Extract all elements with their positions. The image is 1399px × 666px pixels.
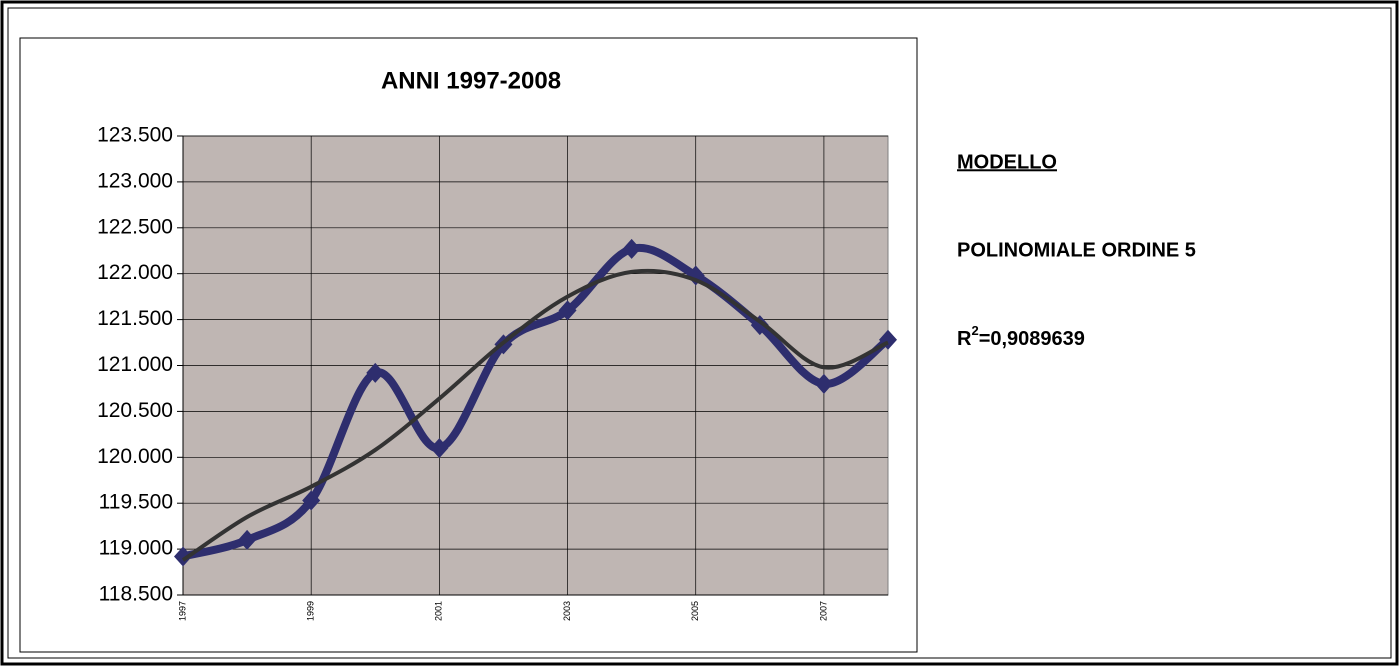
y-tick-label: 123.500: [97, 124, 173, 147]
model-heading: MODELLO: [957, 151, 1057, 173]
y-tick-label: 123.000: [97, 169, 173, 192]
x-tick-label: 2001: [434, 601, 444, 621]
x-tick-label: 1997: [177, 601, 187, 621]
y-tick-label: 118.500: [99, 583, 173, 606]
r-squared: R2=0,9089639: [957, 323, 1085, 350]
marker: [366, 362, 385, 383]
y-tick-label: 120.500: [97, 399, 173, 422]
y-tick-label: 122.500: [97, 215, 173, 238]
inner-frame: [7, 7, 1392, 659]
marker: [174, 546, 192, 567]
marker: [302, 490, 321, 511]
trend-line: [181, 268, 889, 562]
x-tick-label: 2007: [818, 601, 828, 621]
chart-title: ANNI 1997-2008: [381, 67, 561, 94]
r-symbol: R: [957, 328, 972, 350]
model-name: POLINOMIALE ORDINE 5: [957, 239, 1196, 261]
y-tick-label: 120.000: [97, 445, 173, 468]
y-tick-label: 122.000: [97, 261, 173, 284]
y-tick-label: 121.500: [97, 307, 173, 330]
x-tick-label: 2003: [562, 601, 572, 621]
r-exponent: 2: [971, 323, 978, 338]
y-tick-label: 119.000: [99, 537, 173, 560]
marker: [238, 529, 257, 550]
marker: [430, 438, 449, 459]
y-tick-label: 121.000: [97, 353, 173, 376]
x-tick-label: 2005: [690, 601, 700, 621]
r-value: =0,9089639: [979, 328, 1085, 350]
marker: [622, 238, 641, 259]
y-tick-label: 119.500: [99, 491, 173, 514]
x-tick-label: 1999: [306, 601, 316, 621]
marker: [558, 300, 577, 321]
marker: [814, 373, 833, 394]
